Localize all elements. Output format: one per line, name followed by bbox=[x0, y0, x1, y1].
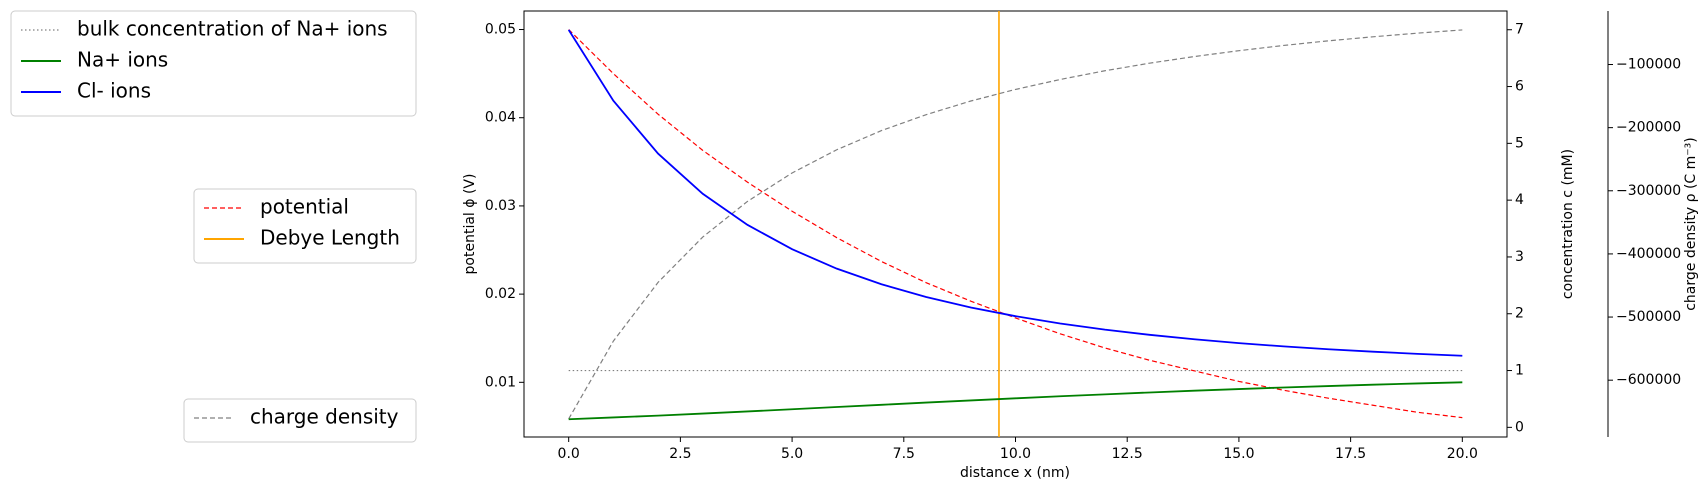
y3-tick-label: −200000 bbox=[1616, 120, 1681, 136]
x-tick-label: 15.0 bbox=[1223, 446, 1254, 462]
legend-box bbox=[10, 10, 417, 117]
legend: bulk concentration of Na+ ions Na+ ions Cl… bbox=[10, 10, 417, 117]
plot-frame bbox=[523, 10, 1508, 438]
x-tick-label: 2.5 bbox=[669, 446, 691, 462]
x-tick-label: 20.0 bbox=[1447, 446, 1478, 462]
x-tick-label: 12.5 bbox=[1112, 446, 1143, 462]
y3-tick-label: −400000 bbox=[1616, 246, 1681, 262]
y3-tick-label: −600000 bbox=[1616, 372, 1681, 388]
y3-axis-label: charge density ρ (C m⁻³) bbox=[1683, 137, 1699, 311]
y-tick-label: 0.02 bbox=[485, 286, 516, 302]
line-series bbox=[567, 29, 1463, 357]
legend-label: charge density bbox=[250, 405, 399, 429]
y2-tick-label: 1 bbox=[1515, 363, 1524, 379]
y-tick-label: 0.05 bbox=[485, 22, 516, 38]
y2-tick-label: 0 bbox=[1515, 419, 1524, 435]
legend-label: Debye Length bbox=[260, 226, 400, 250]
y-tick-label: 0.01 bbox=[485, 374, 516, 390]
y2-axis-label: concentration c (mM) bbox=[1560, 149, 1576, 299]
line-series bbox=[568, 29, 1463, 419]
y2-tick-label: 2 bbox=[1515, 306, 1524, 322]
y2-tick-label: 3 bbox=[1515, 249, 1524, 265]
y3-tick-label: −100000 bbox=[1616, 57, 1681, 73]
legend: charge density bbox=[183, 398, 417, 443]
y3-tick-label: −300000 bbox=[1616, 183, 1681, 199]
legend-label: potential bbox=[260, 195, 349, 219]
legend-label: Na+ ions bbox=[77, 48, 168, 72]
x-axis-label: distance x (nm) bbox=[960, 465, 1070, 481]
y2-tick-label: 5 bbox=[1515, 135, 1524, 151]
legend: potential Debye Length bbox=[193, 188, 417, 264]
legend-box bbox=[183, 398, 417, 443]
x-tick-label: 17.5 bbox=[1335, 446, 1366, 462]
legend-box bbox=[193, 188, 417, 264]
legend-label: bulk concentration of Na+ ions bbox=[77, 17, 388, 41]
legend-label: Cl- ions bbox=[77, 79, 151, 103]
y-tick-label: 0.04 bbox=[485, 110, 516, 126]
y2-tick-label: 4 bbox=[1515, 192, 1524, 208]
x-tick-label: 0.0 bbox=[558, 446, 580, 462]
y3-tick-label: −500000 bbox=[1616, 309, 1681, 325]
x-tick-label: 10.0 bbox=[1000, 446, 1031, 462]
y-axis-label: potential ϕ (V) bbox=[462, 174, 478, 275]
y-tick-label: 0.03 bbox=[485, 198, 516, 214]
y2-tick-label: 6 bbox=[1515, 79, 1524, 95]
line-series bbox=[568, 381, 1463, 421]
x-tick-label: 5.0 bbox=[781, 446, 803, 462]
x-tick-label: 7.5 bbox=[893, 446, 915, 462]
line-series bbox=[568, 29, 1463, 420]
y2-tick-label: 7 bbox=[1515, 22, 1524, 38]
